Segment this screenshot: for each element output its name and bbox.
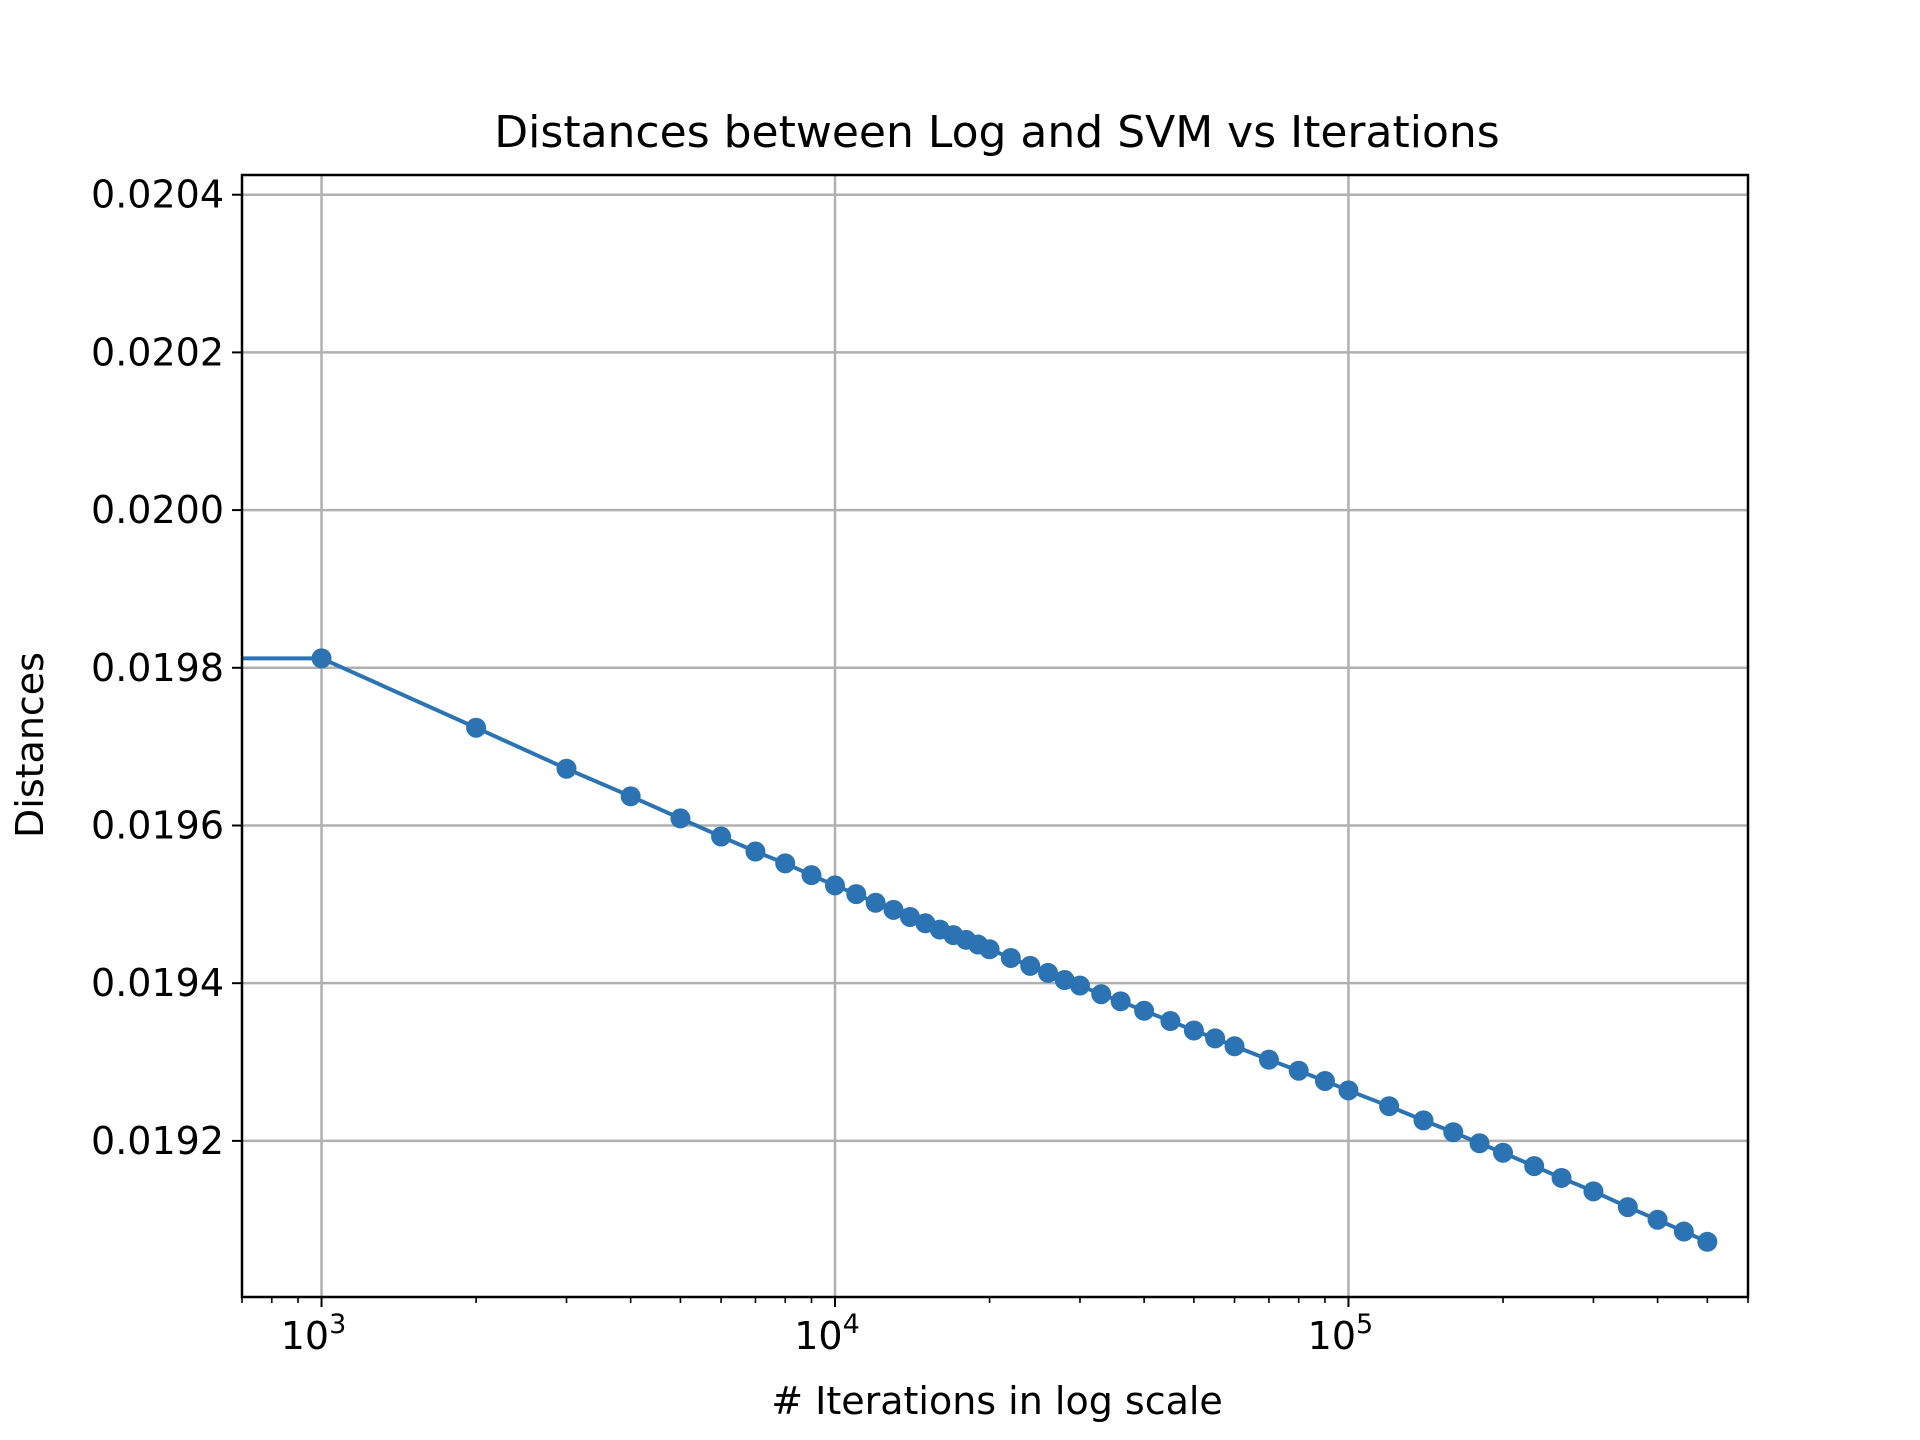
data-point bbox=[1524, 1156, 1545, 1177]
data-point bbox=[711, 826, 732, 847]
data-point bbox=[1054, 970, 1075, 991]
data-point bbox=[1379, 1096, 1400, 1117]
data-point bbox=[1134, 1000, 1155, 1021]
data-point bbox=[1443, 1122, 1464, 1143]
data-point bbox=[1205, 1028, 1226, 1049]
data-point bbox=[1183, 1020, 1204, 1041]
y-axis-label: Distances bbox=[8, 652, 52, 838]
data-point bbox=[1020, 955, 1041, 976]
data-point bbox=[824, 875, 845, 896]
data-point bbox=[801, 865, 822, 886]
data-point bbox=[1647, 1209, 1668, 1230]
data-point bbox=[1469, 1133, 1490, 1154]
data-point bbox=[1110, 991, 1131, 1012]
data-point bbox=[670, 808, 691, 829]
data-point bbox=[1673, 1221, 1694, 1242]
x-tick-label: 105 bbox=[1308, 1309, 1374, 1358]
data-point bbox=[1224, 1036, 1245, 1057]
data-point bbox=[1160, 1011, 1181, 1032]
data-point bbox=[883, 899, 904, 920]
data-point bbox=[1413, 1110, 1434, 1131]
y-tick-label: 0.0194 bbox=[91, 961, 224, 1005]
x-tick-label: 103 bbox=[281, 1309, 347, 1358]
data-point bbox=[979, 939, 1000, 960]
data-point bbox=[775, 853, 796, 874]
x-tick-label: 104 bbox=[794, 1309, 860, 1358]
series-group bbox=[242, 648, 1718, 1252]
data-point bbox=[1000, 947, 1021, 968]
data-point bbox=[1258, 1049, 1279, 1070]
data-point bbox=[1617, 1197, 1638, 1218]
plot-frame bbox=[240, 173, 1750, 1299]
y-tick-label: 0.0198 bbox=[91, 646, 224, 690]
x-axis-label: # Iterations in log scale bbox=[771, 1379, 1223, 1423]
chart-title: Distances between Log and SVM vs Iterati… bbox=[494, 107, 1499, 158]
data-point bbox=[1697, 1231, 1718, 1252]
y-tick-label: 0.0200 bbox=[91, 488, 224, 532]
data-point bbox=[1069, 975, 1090, 996]
data-point bbox=[846, 884, 867, 905]
data-point bbox=[865, 892, 886, 913]
data-point bbox=[1091, 984, 1112, 1005]
data-point bbox=[1551, 1167, 1572, 1188]
data-point bbox=[1288, 1060, 1309, 1081]
data-point bbox=[1338, 1080, 1359, 1101]
data-point bbox=[1493, 1142, 1514, 1163]
grid bbox=[242, 175, 1748, 1297]
y-tick-label: 0.0204 bbox=[91, 173, 224, 217]
y-tick-label: 0.0196 bbox=[91, 803, 224, 847]
data-point bbox=[466, 717, 487, 738]
data-point bbox=[1038, 962, 1059, 983]
data-point bbox=[1314, 1070, 1335, 1091]
axis-ticks: 0.0192 0.0194 0.0196 0.0198 0.0200 0.0202 0.02… bbox=[91, 173, 1749, 1358]
data-point bbox=[745, 841, 766, 862]
data-point bbox=[1583, 1181, 1604, 1202]
series-layer bbox=[242, 648, 1718, 1252]
data-point bbox=[311, 648, 332, 669]
y-tick-label: 0.0202 bbox=[91, 330, 224, 374]
data-point bbox=[900, 906, 921, 927]
y-tick-label: 0.0192 bbox=[91, 1119, 224, 1163]
data-point bbox=[556, 758, 577, 779]
data-point bbox=[620, 786, 641, 807]
